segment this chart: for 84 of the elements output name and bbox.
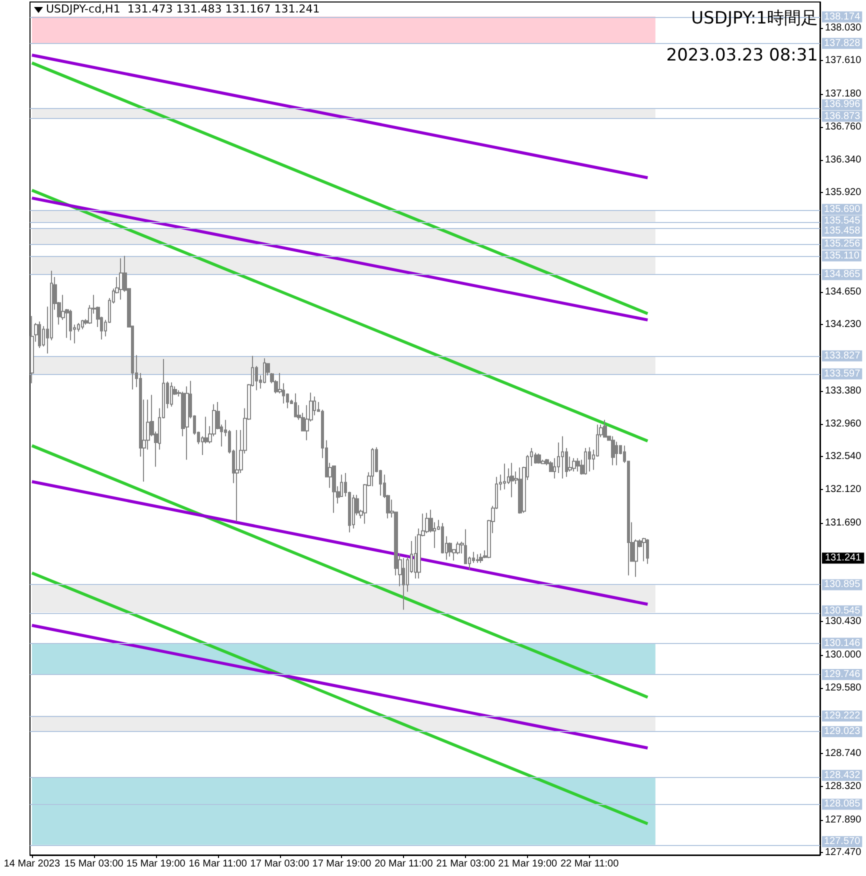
candlestick bbox=[611, 436, 615, 466]
y-tick-label: 137.180 bbox=[825, 88, 862, 100]
y-tick-label: 128.740 bbox=[825, 748, 862, 759]
candlestick bbox=[476, 554, 479, 564]
x-tick-label: 15 Mar 03:00 bbox=[64, 858, 124, 870]
y-tick-label: 138.030 bbox=[825, 22, 862, 34]
candlestick bbox=[588, 446, 591, 472]
candlestick bbox=[235, 430, 239, 522]
ref-line-label: 130.545 bbox=[824, 605, 861, 616]
ref-line-label: 133.827 bbox=[824, 350, 861, 362]
chart-title: USDJPY-cd,H1 131.473 131.483 131.167 131.241 bbox=[46, 2, 320, 16]
candlestick bbox=[402, 558, 405, 610]
candlestick bbox=[38, 320, 41, 349]
candlestick bbox=[646, 538, 649, 564]
candlestick bbox=[603, 419, 607, 438]
ref-line-label: 128.085 bbox=[824, 798, 861, 810]
x-tick-label: 17 Mar 03:00 bbox=[250, 858, 310, 870]
y-tick-label: 127.890 bbox=[825, 814, 862, 826]
candlestick bbox=[170, 382, 173, 408]
y-tick-label: 135.920 bbox=[825, 187, 862, 198]
ref-line-label: 135.690 bbox=[824, 204, 861, 215]
x-tick-label: 17 Mar 19:00 bbox=[312, 858, 372, 870]
candlestick bbox=[537, 452, 541, 464]
ref-line-label: 137.828 bbox=[824, 38, 861, 49]
y-tick-label: 132.960 bbox=[825, 418, 862, 430]
ref-line-label: 129.023 bbox=[824, 726, 861, 738]
candlestick bbox=[534, 452, 537, 464]
candlestick bbox=[584, 448, 587, 476]
ref-line-label: 130.146 bbox=[824, 638, 861, 649]
y-tick-label: 128.320 bbox=[825, 780, 862, 792]
x-tick-label: 14 Mar 2023 bbox=[4, 858, 60, 870]
candlestick bbox=[518, 467, 522, 514]
y-tick-label: 134.230 bbox=[825, 319, 862, 330]
candlestick bbox=[294, 392, 297, 418]
annotation: 2023.03.23 08:31 bbox=[666, 46, 818, 66]
y-tick-label: 130.430 bbox=[825, 616, 862, 627]
ref-line-label: 128.432 bbox=[824, 770, 861, 781]
ref-line-label: 127.570 bbox=[824, 836, 861, 848]
candlestick bbox=[642, 537, 646, 562]
candlestick bbox=[81, 319, 84, 330]
candlestick bbox=[119, 258, 123, 300]
y-tick-label: 137.610 bbox=[825, 55, 862, 66]
candlestick bbox=[30, 316, 34, 384]
x-tick-label: 16 Mar 11:00 bbox=[188, 858, 248, 870]
candlestick bbox=[561, 436, 564, 479]
ref-line-label: 136.996 bbox=[824, 99, 861, 110]
x-tick-label: 21 Mar 19:00 bbox=[498, 858, 558, 870]
y-tick-label: 127.470 bbox=[825, 847, 862, 858]
y-tick-label: 134.650 bbox=[825, 286, 862, 298]
ref-line-label: 136.873 bbox=[824, 110, 861, 122]
ref-line-label: 133.597 bbox=[824, 368, 861, 380]
ref-line-label: 135.545 bbox=[824, 215, 861, 226]
ref-line-label: 129.222 bbox=[824, 710, 861, 722]
candlestick bbox=[503, 463, 506, 490]
x-tick-label: 15 Mar 19:00 bbox=[126, 858, 186, 870]
y-tick-label: 129.580 bbox=[825, 682, 862, 694]
ref-line-label: 130.895 bbox=[824, 579, 861, 590]
text: 131.241 bbox=[825, 552, 862, 564]
ref-line-label: 135.458 bbox=[824, 226, 861, 237]
candlestick bbox=[510, 462, 514, 498]
y-tick-label: 130.000 bbox=[825, 650, 862, 661]
candlestick bbox=[576, 458, 580, 472]
ref-line-label: 129.746 bbox=[824, 669, 861, 680]
candlestick bbox=[352, 494, 355, 529]
x-tick-label: 20 Mar 11:00 bbox=[374, 858, 434, 870]
ref-line-label: 135.110 bbox=[824, 250, 860, 262]
candlestick bbox=[479, 552, 483, 564]
y-tick-label: 131.690 bbox=[825, 518, 862, 529]
ref-line-label: 138.174 bbox=[824, 11, 861, 22]
y-tick-label: 136.760 bbox=[825, 121, 862, 132]
candlestick bbox=[69, 309, 72, 341]
candlestick bbox=[371, 448, 374, 487]
x-tick-label: 22 Mar 11:00 bbox=[560, 858, 620, 870]
candlestick bbox=[425, 512, 429, 534]
candlestick bbox=[572, 458, 576, 472]
y-tick-label: 132.120 bbox=[825, 484, 862, 495]
y-tick-label: 133.380 bbox=[825, 386, 862, 397]
y-tick-label: 136.340 bbox=[825, 154, 862, 166]
x-tick-label: 21 Mar 03:00 bbox=[436, 858, 496, 870]
candlestick bbox=[332, 465, 336, 514]
ref-line-label: 134.865 bbox=[824, 269, 861, 280]
annotation: USDJPY:1時間足 bbox=[691, 8, 818, 28]
y-tick-label: 132.540 bbox=[825, 451, 862, 462]
ref-line-label: 135.256 bbox=[824, 238, 861, 250]
